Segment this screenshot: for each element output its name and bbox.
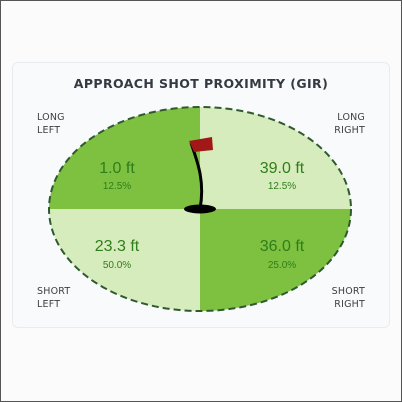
card-title: APPROACH SHOT PROXIMITY (GIR) xyxy=(73,76,329,91)
short-left-label: SHORT LEFT xyxy=(37,286,71,310)
long-left-percent: 12.5% xyxy=(103,181,131,192)
cup-icon xyxy=(184,204,216,214)
long-left-label: LONG LEFT xyxy=(37,112,65,136)
short-left-percent: 50.0% xyxy=(103,260,131,271)
flag-icon xyxy=(189,137,213,152)
short-right-distance: 36.0 ft xyxy=(260,238,305,255)
quadrant-long-right xyxy=(200,107,351,209)
long-left-distance: 1.0 ft xyxy=(99,160,135,177)
long-right-percent: 12.5% xyxy=(268,181,296,192)
long-right-label: LONG RIGHT xyxy=(334,112,365,136)
green-outline xyxy=(48,106,352,312)
short-right-percent: 25.0% xyxy=(268,260,296,271)
long-right-distance: 39.0 ft xyxy=(260,160,305,177)
short-left-distance: 23.3 ft xyxy=(95,238,140,255)
short-right-label: SHORT RIGHT xyxy=(331,286,365,310)
quadrant-long-left xyxy=(49,107,200,209)
